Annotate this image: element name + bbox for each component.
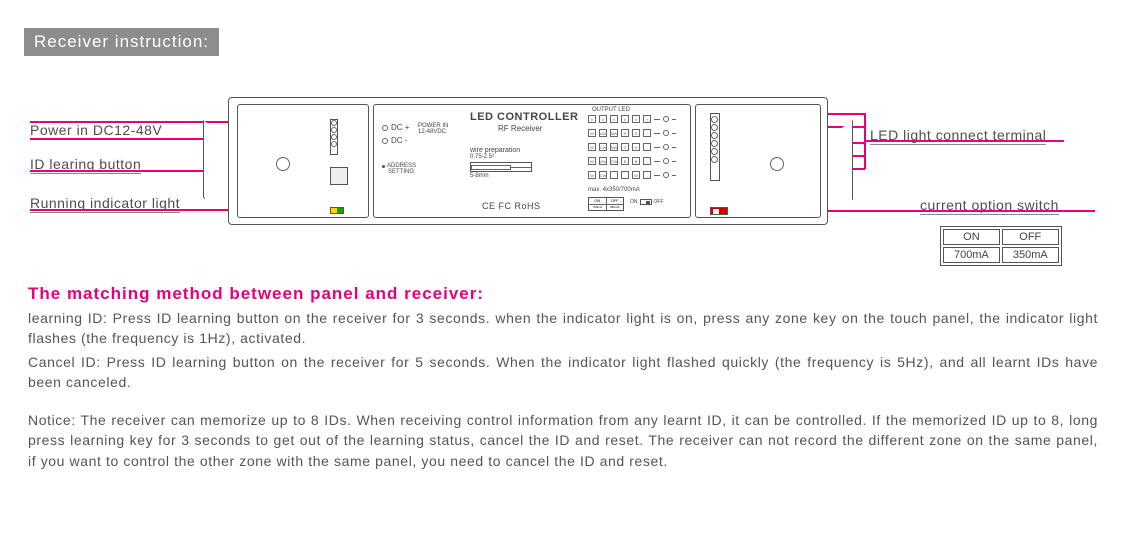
paragraph-2: Cancel ID: Press ID learning button on t…: [28, 352, 1098, 393]
dc-minus: DC -: [391, 136, 407, 145]
id-button[interactable]: [330, 167, 348, 185]
section-title: Receiver instruction:: [24, 28, 219, 56]
screw-icon: [276, 157, 290, 171]
dc-plus: DC +: [391, 123, 409, 132]
power-range-label: 12-48VDC: [418, 129, 448, 135]
mount-ear-left: [203, 120, 231, 200]
device-subtitle: RF Receiver: [498, 124, 542, 133]
setting-label: SETTING: [388, 169, 416, 175]
device-right-panel: [695, 104, 821, 218]
paragraph-1: learning ID: Press ID learning button on…: [28, 308, 1098, 349]
led-row: WWWCWBB-: [588, 157, 676, 165]
wire-prep-label: wire preparation: [470, 147, 532, 154]
cert-label: CE FC RoHS: [482, 201, 541, 211]
off-text: OFF: [607, 198, 624, 204]
output-led-label: OUTPUT LED: [592, 107, 630, 113]
switch-off: OFF: [654, 199, 664, 205]
indicator-led: [330, 207, 344, 214]
on-text: ON: [589, 198, 607, 204]
on-off-diagram: ON OFF 700mA 350mA: [588, 197, 624, 211]
mount-ear-right: [825, 120, 853, 200]
screw-icon-r: [770, 157, 784, 171]
led-row: WCWNWGG-: [588, 143, 676, 151]
device-left-panel: [237, 104, 369, 218]
switch-on: ON: [630, 199, 638, 205]
arrow-led-to-label: [864, 140, 1064, 142]
opt-on-val: 700mA: [943, 247, 1000, 263]
label-led-terminal: LED light connect terminal: [870, 127, 1046, 145]
device-mid-panel: DC + DC - POWER IN 12-48VDC ADDRESS SETT…: [373, 104, 691, 218]
device-title: LED CONTROLLER: [470, 111, 578, 123]
opt-off-val: 350mA: [1002, 247, 1059, 263]
wire-len-label: 5-8mm: [470, 173, 532, 179]
led-row: WCWW-: [588, 171, 676, 179]
current-switch[interactable]: [710, 207, 728, 215]
label-current-switch: current option switch: [920, 197, 1059, 215]
opt-on: ON: [943, 229, 1000, 245]
current-option-table: ON OFF 700mA 350mA: [940, 226, 1062, 266]
led-row: WWWNWRR-: [588, 129, 676, 137]
opt-off: OFF: [1002, 229, 1059, 245]
paragraph-3: Notice: The receiver can memorize up to …: [28, 410, 1098, 471]
matching-heading: The matching method between panel and re…: [28, 284, 484, 304]
max-current-label: max. 4x350/700mA: [588, 187, 640, 193]
wire-diagram: [470, 162, 532, 172]
wire-range-label: 0.75-2.5²: [470, 154, 532, 160]
device-body: DC + DC - POWER IN 12-48VDC ADDRESS SETT…: [228, 97, 828, 225]
led-row: VVVVV+: [588, 115, 676, 123]
